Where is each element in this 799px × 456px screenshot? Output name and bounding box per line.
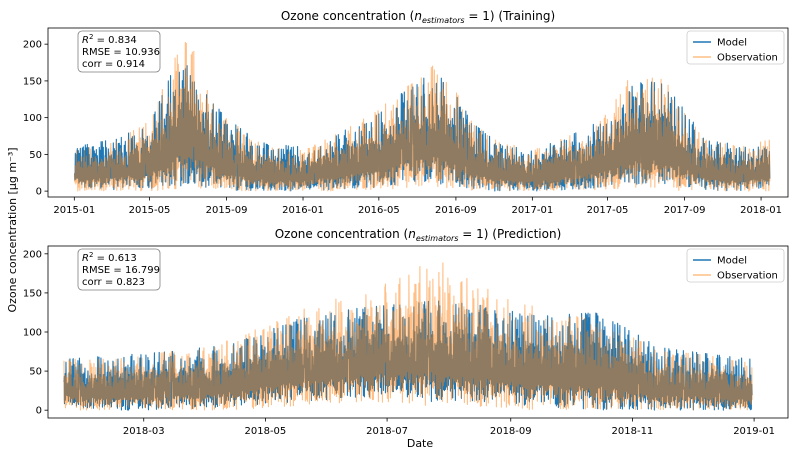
x-axis-label: Date [407, 437, 434, 450]
chart-title: Ozone concentration (nestimators = 1) (T… [281, 9, 555, 25]
stats-r2: R2 = 0.834 [82, 33, 137, 46]
x-tick-label: 2018-11 [612, 426, 654, 437]
y-tick-label: 50 [29, 367, 42, 378]
stats-box-frame [77, 248, 161, 291]
chart-panel-2: Ozone concentration (nestimators = 1) (P… [23, 227, 789, 437]
x-tick-label: 2016-09 [435, 205, 477, 216]
x-tick-label: 2018-09 [490, 426, 532, 437]
title-suffix: (Training) [495, 9, 556, 23]
plot-area [63, 262, 753, 411]
legend: Model Observation [686, 30, 785, 65]
stats-box-frame [77, 30, 161, 73]
x-tick-label: 2015-09 [206, 205, 248, 216]
stats-corr: corr = 0.823 [82, 277, 145, 288]
series-line-observation [73, 41, 771, 192]
x-tick-label: 2018-05 [245, 426, 287, 437]
y-tick-label: 0 [36, 406, 42, 417]
series-line-observation [63, 262, 753, 411]
x-tick-label: 2017-01 [511, 205, 553, 216]
legend-label-observation: Observation [717, 271, 778, 282]
legend-label-model: Model [717, 38, 747, 49]
legend-label-model: Model [717, 256, 747, 267]
x-tick-label: 2015-01 [53, 205, 95, 216]
x-tick-label: 2015-05 [129, 205, 171, 216]
x-tick-label: 2017-09 [664, 205, 706, 216]
y-tick-label: 50 [29, 150, 42, 161]
y-tick-label: 100 [23, 328, 42, 339]
title-equals: = 1) [458, 227, 488, 241]
title-symbol: n [414, 9, 422, 23]
x-tick-label: 2018-01 [740, 205, 782, 216]
title-prefix: Ozone concentration ( [275, 227, 409, 241]
y-tick-label: 150 [23, 288, 42, 299]
legend-frame [686, 30, 785, 65]
y-axis-label: Ozone concentration [μg m⁻³] [6, 147, 19, 312]
x-tick-label: 2017-05 [587, 205, 629, 216]
title-subscript: estimators [422, 16, 465, 25]
x-tick-label: 2019-01 [733, 426, 775, 437]
legend: Model Observation [686, 248, 785, 283]
stats-rmse: RMSE = 10.936 [82, 47, 160, 58]
title-subscript: estimators [416, 234, 459, 243]
x-tick-label: 2018-07 [366, 426, 408, 437]
y-tick-label: 200 [23, 40, 42, 51]
stats-corr: corr = 0.914 [82, 59, 145, 70]
x-tick-label: 2016-01 [282, 205, 324, 216]
chart-panel-1: Ozone concentration (nestimators = 1) (T… [23, 9, 789, 216]
stats-r2: R2 = 0.613 [82, 251, 137, 264]
plot-area [73, 41, 771, 192]
y-tick-label: 0 [36, 187, 42, 198]
x-tick-label: 2018-03 [123, 426, 165, 437]
stats-rmse: RMSE = 16.799 [82, 265, 160, 276]
y-tick-label: 200 [23, 249, 42, 260]
legend-frame [686, 248, 785, 283]
title-suffix: (Prediction) [488, 227, 561, 241]
title-symbol: n [408, 227, 416, 241]
y-tick-label: 150 [23, 76, 42, 87]
title-prefix: Ozone concentration ( [281, 9, 415, 23]
x-tick-label: 2016-05 [358, 205, 400, 216]
legend-label-observation: Observation [717, 53, 778, 64]
axes-frame [47, 27, 789, 198]
chart-title: Ozone concentration (nestimators = 1) (P… [275, 227, 562, 243]
title-equals: = 1) [465, 9, 495, 23]
y-tick-label: 100 [23, 113, 42, 124]
